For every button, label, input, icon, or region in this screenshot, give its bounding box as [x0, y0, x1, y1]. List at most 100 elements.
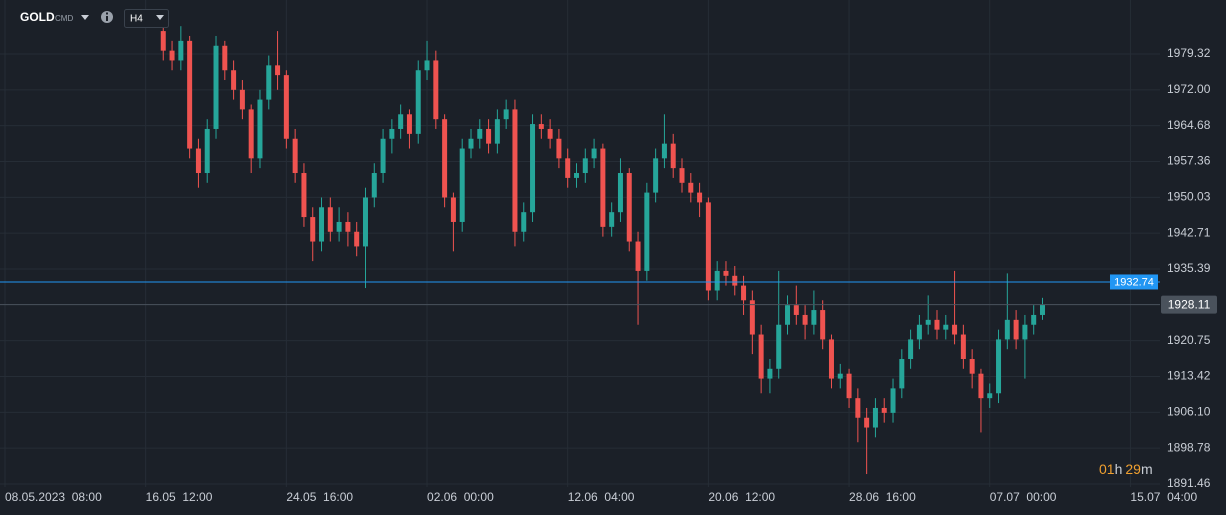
countdown-hours: 01: [1099, 461, 1115, 477]
x-tick-label: 08.05.2023 08:00: [5, 490, 102, 504]
info-icon-glyph: [106, 16, 108, 21]
candle-body: [837, 373, 843, 379]
candle-body: [301, 173, 307, 218]
x-tick-label: 24.05 16:00: [286, 490, 353, 504]
candle-body: [908, 339, 914, 360]
candle-body: [943, 324, 949, 330]
candle-body: [239, 89, 245, 110]
candle-body: [442, 119, 448, 198]
y-tick-label: 1964.68: [1167, 118, 1211, 132]
x-tick-label: 20.06 12:00: [708, 490, 775, 504]
candle-body: [916, 324, 922, 340]
candle-body: [1022, 324, 1028, 340]
x-tick-label: 02.06 00:00: [427, 490, 494, 504]
candle-body: [477, 128, 483, 139]
last-price-box: [1161, 295, 1217, 314]
candle-body: [266, 65, 272, 100]
symbol[interactable]: GOLD: [20, 10, 55, 24]
x-tick-label: 28.06 16:00: [849, 490, 916, 504]
y-tick-label: 1979.32: [1167, 46, 1211, 60]
candle-body: [1013, 319, 1019, 340]
candle-body: [556, 138, 562, 159]
alert-label: 1932.74: [1114, 276, 1154, 288]
candle-body: [169, 50, 175, 61]
x-tick-label: 16.05 12:00: [146, 490, 213, 504]
candle-body: [697, 192, 703, 203]
candle-body: [319, 207, 325, 242]
candle-body: [688, 182, 694, 193]
symbol-dropdown[interactable]: [81, 15, 89, 20]
candle-body: [1039, 304, 1045, 315]
countdown-h: h: [1115, 461, 1123, 477]
candle-body: [635, 241, 641, 271]
candle-body: [793, 305, 799, 315]
candle-body: [996, 339, 1002, 394]
candle-body: [433, 60, 439, 120]
candle-body: [679, 168, 685, 183]
candle-body: [670, 143, 676, 169]
candle-body: [1004, 319, 1010, 340]
candle-body: [978, 373, 984, 399]
candle-body: [178, 40, 184, 61]
candle-body: [899, 359, 905, 389]
candle-body: [600, 148, 606, 227]
candle-body: [450, 197, 456, 222]
candle-body: [890, 388, 896, 413]
candles: [160, 21, 1045, 475]
y-tick-label: 1935.39: [1167, 261, 1211, 275]
candle-body: [609, 212, 615, 227]
candle-body: [292, 138, 298, 174]
timeframe-dropdown[interactable]: [156, 15, 164, 20]
candle-body: [283, 75, 289, 139]
candle-body: [591, 148, 597, 159]
candle-body: [187, 40, 193, 149]
y-tick-label: 1913.42: [1167, 369, 1211, 383]
x-tick-label: 12.06 04:00: [568, 490, 635, 504]
x-tick-label: 15.07 04:00: [1130, 490, 1197, 504]
candle-body: [494, 119, 500, 144]
x-tick-label: 07.07 00:00: [990, 490, 1057, 504]
alert-label-box: [1110, 274, 1158, 290]
countdown-minutes: 29: [1125, 461, 1141, 477]
candle-body: [310, 217, 316, 242]
timeframe: H4: [130, 14, 143, 25]
candle-body: [846, 373, 852, 399]
candle-body: [987, 393, 993, 399]
candle-body: [855, 398, 861, 418]
candle-body: [767, 368, 773, 379]
candle-body: [538, 124, 544, 129]
candle-body: [415, 70, 421, 134]
y-tick-label: 1950.03: [1167, 190, 1211, 204]
candle-body: [617, 173, 623, 213]
last-price-label: 1928.11: [1168, 297, 1211, 311]
candle-body: [714, 270, 720, 291]
candle-body: [222, 45, 228, 71]
candle-body: [424, 60, 430, 71]
timeframe-box[interactable]: [124, 9, 169, 28]
candle-body: [336, 221, 342, 232]
candle-body: [881, 407, 887, 413]
candle-body: [705, 202, 711, 291]
candle-body: [653, 158, 659, 193]
candle-body: [486, 128, 492, 144]
candle-body: [820, 310, 826, 340]
overlay: 1979.32 1972.00 1964.68 1957.36 1950.03 1942.…: [0, 46, 1217, 504]
y-tick-label: 1906.10: [1167, 405, 1211, 419]
candle-body: [644, 192, 650, 271]
y-tick-label: 1972.00: [1167, 82, 1211, 96]
candle-body: [776, 324, 782, 369]
candle-body: [459, 148, 465, 222]
candle-body: [468, 138, 474, 149]
y-tick-label: 1920.75: [1167, 333, 1211, 347]
candle-body: [371, 173, 377, 198]
candle-body: [626, 173, 632, 242]
candle-body: [512, 109, 518, 232]
candle-body: [723, 270, 729, 276]
candle-body: [275, 65, 281, 76]
candle-body: [969, 359, 975, 374]
candle-body: [160, 31, 166, 51]
candle-body: [345, 221, 351, 232]
info-icon-dot: [106, 12, 108, 15]
y-tick-label: 1957.36: [1167, 154, 1211, 168]
